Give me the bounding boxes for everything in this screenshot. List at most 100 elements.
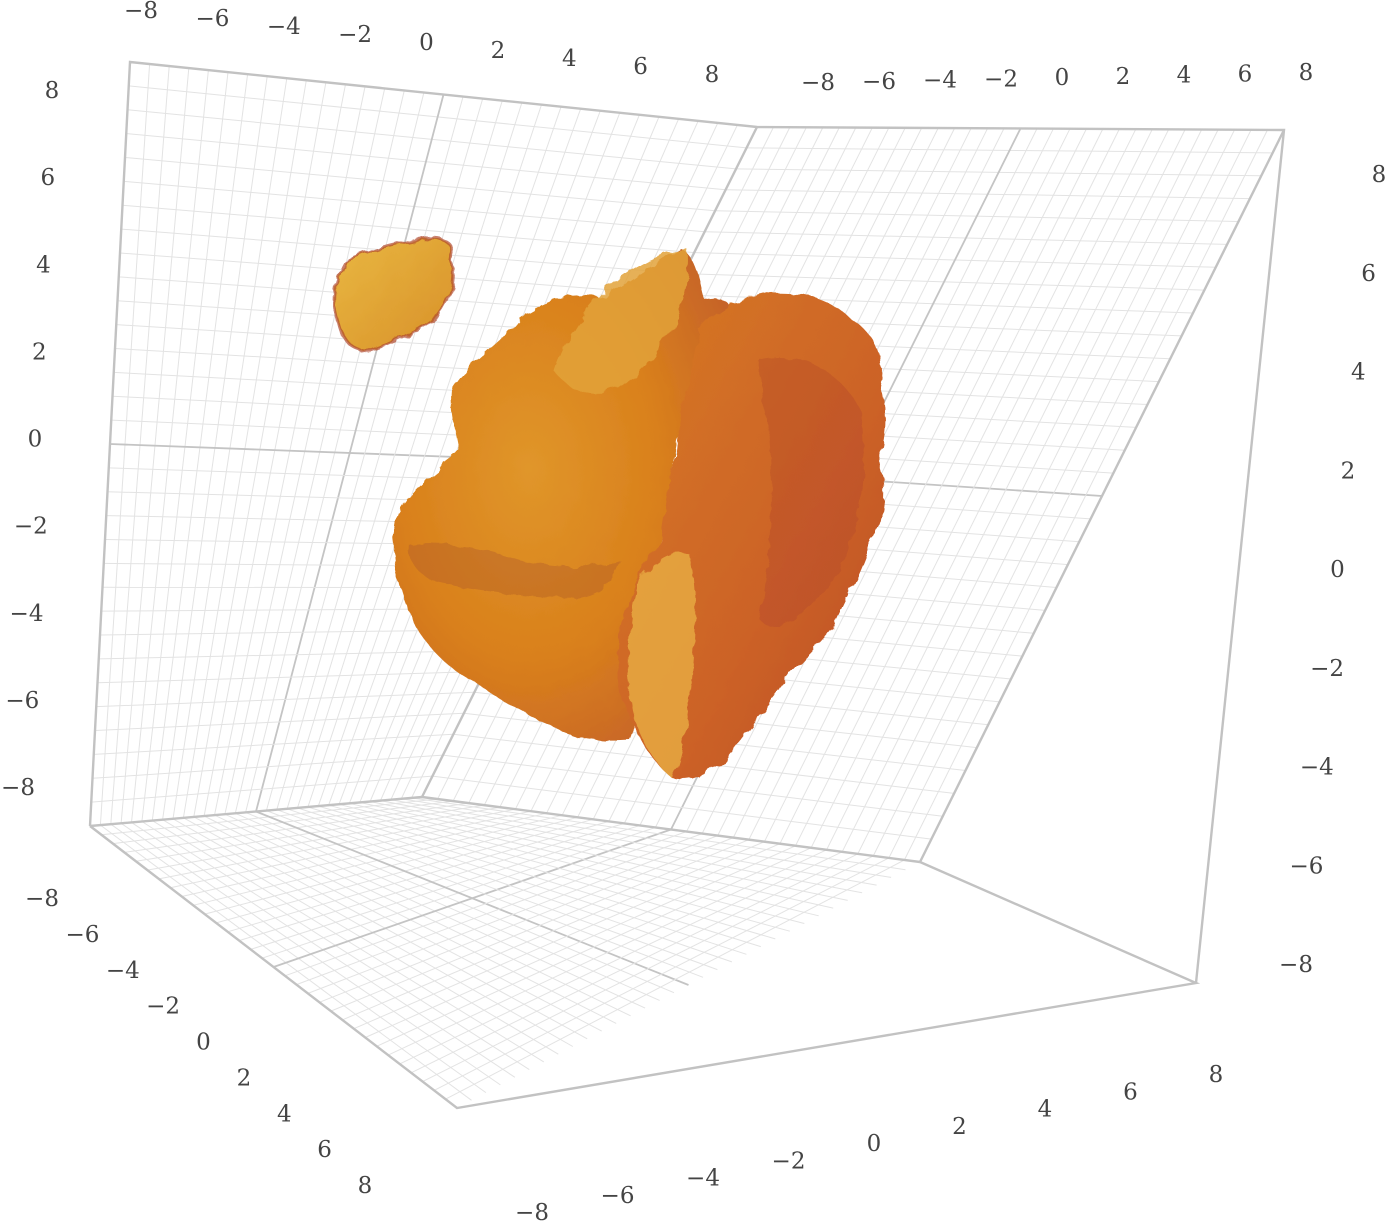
floor-gridline (296, 833, 703, 986)
tick-label-right: 4 (1351, 360, 1366, 386)
floor-gridline (390, 799, 877, 886)
tick-label-left: −6 (5, 688, 39, 714)
floor-gridline (410, 853, 859, 1074)
floor-gridline (411, 797, 906, 871)
tick-label-bottom_left: 0 (196, 1030, 211, 1056)
floor-gridline (365, 845, 796, 1038)
back-right-wall-gridline (442, 754, 943, 817)
floor-gridline (307, 835, 718, 994)
back-left-wall-gridline (93, 733, 454, 755)
blob-shade (759, 357, 864, 627)
tick-label-top_right: 0 (1055, 65, 1070, 91)
tick-label-top_left: −4 (267, 14, 301, 40)
tick-label-left: 2 (32, 339, 47, 365)
tick-label-top_right: −2 (984, 66, 1018, 92)
tick-label-bottom_left: −8 (25, 886, 59, 912)
tick-label-left: −2 (14, 514, 48, 540)
tick-label-top_right: 4 (1177, 63, 1192, 89)
blob-fold-highlight (628, 552, 696, 778)
back-right-wall-gridline (732, 128, 1087, 838)
back-right-wall-gridline (432, 775, 932, 840)
floor-gridline (307, 806, 761, 948)
tick-label-top_right: 8 (1299, 60, 1314, 86)
back-right-wall-gridline (857, 129, 1219, 855)
floor-gridline (380, 800, 863, 894)
tick-label-right: −8 (1279, 952, 1313, 978)
fragment-body (334, 237, 453, 351)
tick-label-right: 6 (1361, 261, 1376, 287)
floor-gridline (376, 847, 812, 1047)
back-left-wall-gridline (96, 691, 475, 708)
tick-label-bottom_right: 6 (1123, 1079, 1138, 1105)
volume-fragment (332, 236, 455, 352)
tick-label-left: 4 (36, 252, 51, 278)
floor-gridline (328, 804, 790, 932)
tick-label-top_right: −8 (801, 70, 835, 96)
tick-label-top_left: 2 (491, 38, 506, 64)
tick-label-left: −4 (10, 601, 44, 627)
tick-label-top_right: −4 (923, 68, 957, 94)
back-left-wall-gridline (91, 775, 433, 803)
back-right-wall-gridline (841, 129, 1203, 853)
tick-label-bottom_left: −6 (65, 922, 99, 948)
back-left-wall-gridline (94, 712, 464, 731)
floor-gridline (445, 859, 905, 1100)
tick-label-top_left: 4 (562, 46, 577, 72)
floor-gridline (369, 801, 848, 901)
floor-gridline (353, 843, 781, 1030)
back-left-wall-gridline (297, 102, 523, 809)
blob-left-lobe (393, 248, 733, 741)
back-left-wall-gridline (92, 754, 443, 779)
back-left-wall-gridline (265, 96, 464, 811)
tick-label-bottom_right: 4 (1038, 1097, 1053, 1123)
floor-gridline (273, 828, 672, 968)
tick-label-top_left: −8 (124, 0, 158, 24)
tick-label-bottom_right: 8 (1209, 1062, 1224, 1088)
back-right-wall-gridline (810, 129, 1170, 849)
back-left-wall-gridline (276, 98, 484, 810)
floor-gridline (266, 810, 704, 978)
floor-gridline (276, 809, 718, 971)
floor-gridline (330, 839, 749, 1012)
tick-label-right: −6 (1289, 853, 1323, 879)
floor-gridline (338, 803, 805, 924)
floor-gridline (318, 805, 776, 940)
back-left-wall-gridline (317, 106, 562, 807)
floor-gridline (401, 798, 892, 878)
blob-left-shadow (409, 543, 620, 599)
tick-label-bottom_left: 4 (277, 1101, 292, 1127)
tick-label-bottom_left: 6 (317, 1137, 332, 1163)
back-right-wall-gridline (872, 129, 1236, 857)
tick-label-left: −8 (1, 775, 35, 801)
back-right-wall-gridline (826, 129, 1186, 851)
tick-label-right: −4 (1300, 755, 1334, 781)
back-left-wall-gridline (97, 670, 485, 684)
tick-label-top_left: 6 (633, 54, 648, 80)
blob-top-ridge (555, 249, 689, 394)
back-left-wall-gridline (286, 100, 503, 809)
tick-label-top_left: −2 (338, 22, 372, 48)
tick-label-right: 2 (1341, 458, 1356, 484)
tick-label-bottom_left: −4 (106, 958, 140, 984)
floor-gridline (349, 802, 819, 917)
back-right-wall-gridline (748, 128, 1104, 840)
tick-label-bottom_right: 2 (952, 1114, 967, 1140)
floor-gridline (422, 855, 874, 1083)
floor-gridline (284, 831, 687, 977)
tick-label-right: −2 (1310, 656, 1344, 682)
tick-label-bottom_right: −6 (601, 1183, 635, 1209)
back-right-wall-gridline (717, 128, 1071, 836)
floor-gridline (286, 808, 733, 963)
back-right-wall-gridline (763, 128, 1120, 842)
tick-label-top_left: −6 (195, 6, 229, 32)
tick-label-right: 0 (1330, 557, 1345, 583)
tick-label-right: 8 (1372, 162, 1386, 188)
volume-blob (393, 248, 886, 780)
floor-gridline (433, 857, 890, 1091)
back-right-wall-gridline (779, 128, 1137, 844)
frame-floor-front (89, 825, 1201, 1110)
tick-label-bottom_left: 8 (358, 1173, 373, 1199)
floor-gridline (359, 801, 834, 909)
